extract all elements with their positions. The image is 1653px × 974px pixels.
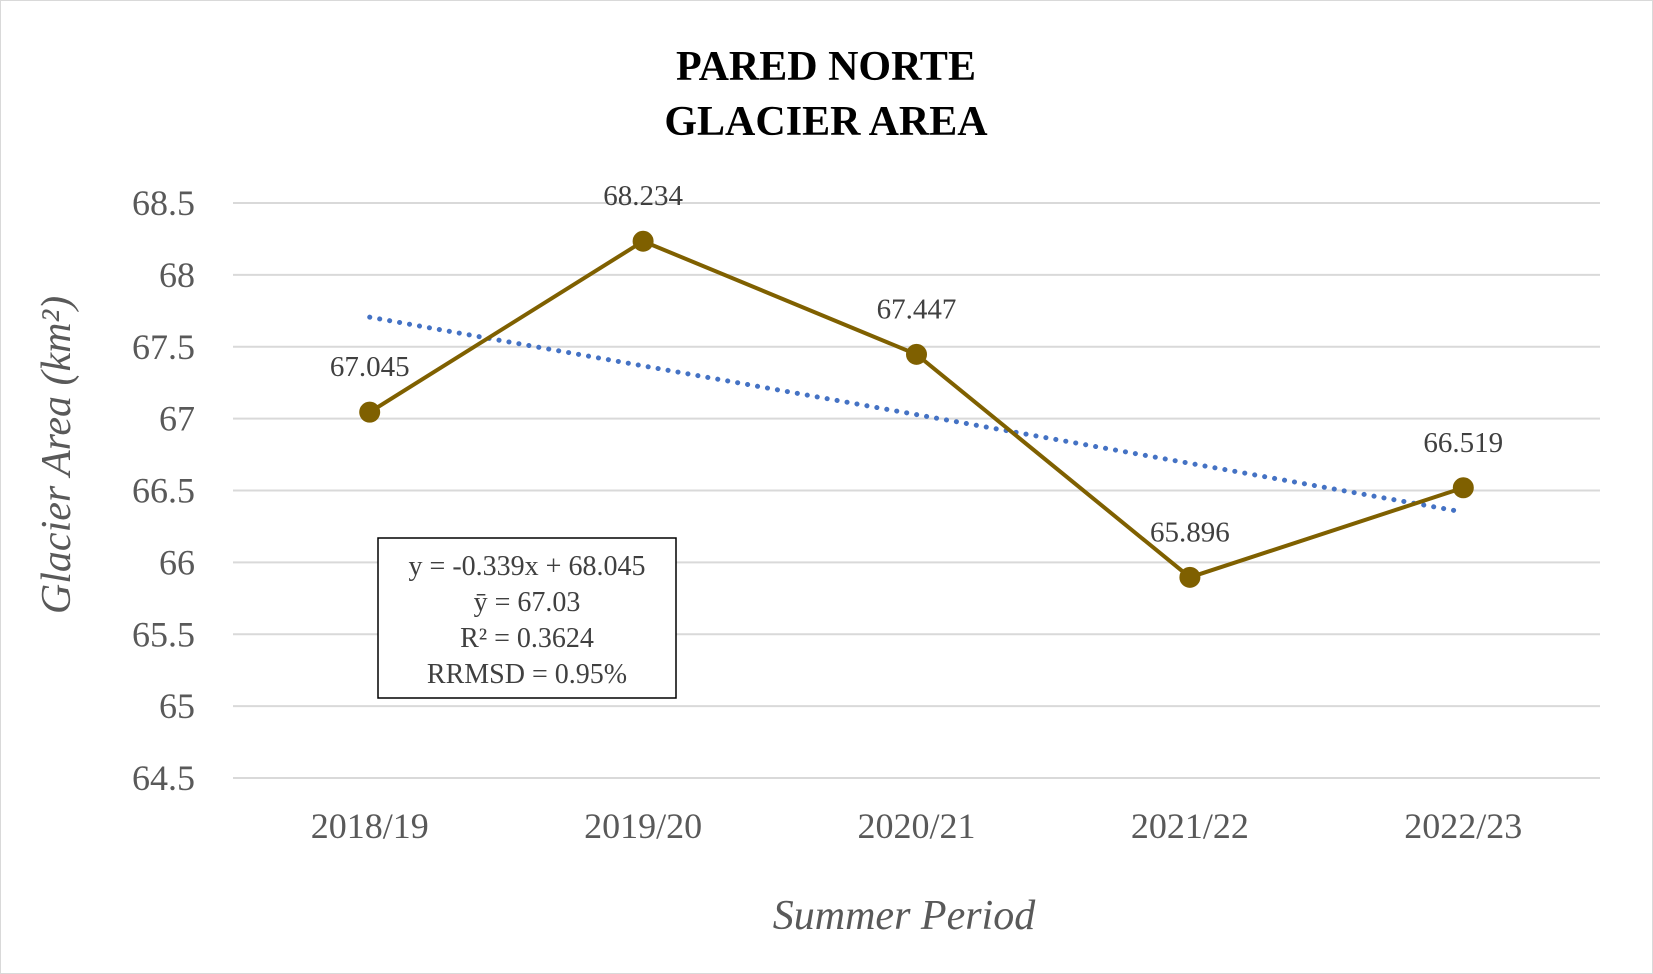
x-tick-label: 2021/22 [1131,806,1249,846]
y-tick-label: 67.5 [132,327,195,367]
series-group [359,230,1474,588]
trendline-group [367,314,1466,515]
x-tick-label: 2018/19 [311,806,429,846]
regression-annotation: y = -0.339x + 68.045 ȳ = 67.03 R² = 0.36… [377,537,677,699]
annotation-r2: R² = 0.3624 [460,623,594,654]
data-point [1179,566,1201,588]
x-tick-label: 2019/20 [584,806,702,846]
y-tick-label: 66.5 [132,471,195,511]
y-tick-label: 68 [159,255,195,295]
y-tick-label: 65.5 [132,614,195,654]
y-tick-labels: 64.5 65 65.5 66 66.5 67 67.5 68 68.5 [132,183,195,798]
chart-title-line-1: PARED NORTE [676,44,976,90]
y-tick-label: 67 [159,399,195,439]
x-tick-label: 2020/21 [857,806,975,846]
annotation-box [377,537,677,699]
data-label: 66.519 [1423,427,1503,459]
data-point [359,401,381,423]
data-label: 67.045 [330,351,410,383]
data-labels: 67.045 68.234 67.447 65.896 66.519 [330,180,1503,548]
data-point [1452,477,1474,499]
annotation-rrmsd: RRMSD = 0.95% [427,659,627,690]
y-tick-label: 66 [159,542,195,582]
x-tick-label: 2022/23 [1404,806,1522,846]
x-axis-title: Summer Period [773,893,1036,939]
y-tick-label: 65 [159,686,195,726]
data-label: 65.896 [1150,516,1230,548]
chart-title-line-2: GLACIER AREA [664,99,988,145]
data-point [632,230,654,252]
x-tick-labels: 2018/19 2019/20 2020/21 2021/22 2022/23 [311,806,1523,846]
trendline [367,314,1466,515]
data-label: 67.447 [877,293,957,325]
data-point [906,343,927,365]
annotation-mean: ȳ = 67.03 [474,587,581,618]
y-tick-label: 64.5 [132,758,195,798]
y-tick-label: 68.5 [132,183,195,223]
annotation-equation: y = -0.339x + 68.045 [409,551,646,582]
y-axis-title: Glacier Area (km²) [34,296,80,614]
data-label: 68.234 [603,180,683,212]
series-line [368,238,1464,580]
gridlines [233,202,1600,779]
